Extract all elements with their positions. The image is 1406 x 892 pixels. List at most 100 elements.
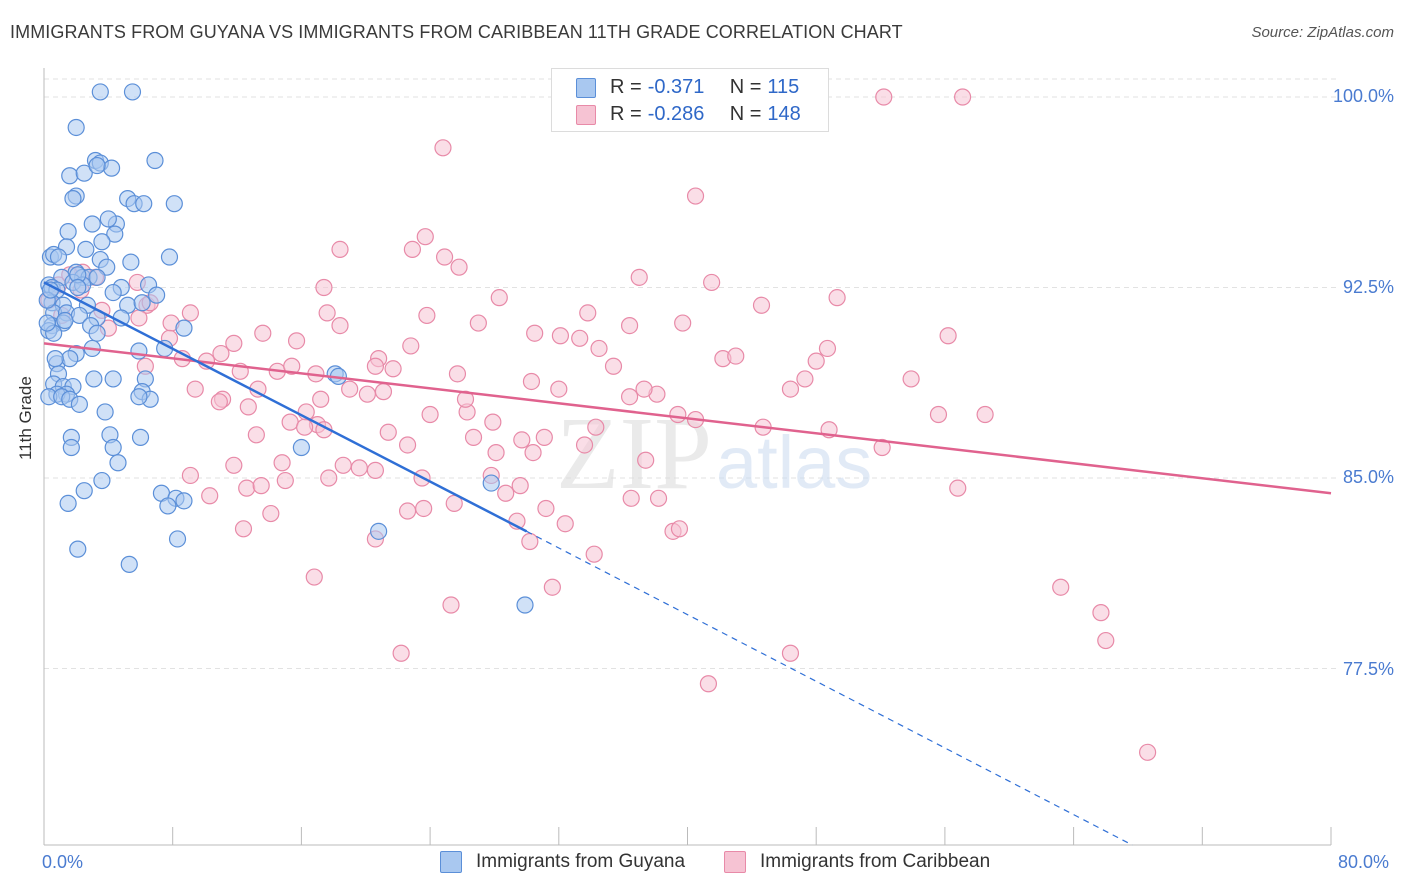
caribbean-point [469, 314, 487, 332]
axes [43, 68, 1332, 846]
caribbean-point [384, 360, 402, 378]
guyana-point [93, 233, 111, 251]
caribbean-point [818, 339, 837, 358]
caribbean-point [130, 309, 148, 327]
caribbean-point [398, 502, 417, 520]
guyana-point [56, 311, 74, 330]
caribbean-point [781, 380, 800, 398]
caribbean-n-value: 148 [767, 103, 801, 125]
caribbean-point [875, 88, 893, 106]
guyana-point [61, 350, 79, 368]
caribbean-point [620, 317, 639, 335]
guyana-point [91, 83, 109, 101]
guyana-point [38, 314, 56, 332]
caribbean-point [252, 477, 270, 495]
caribbean-point [674, 314, 692, 332]
guyana-point [102, 159, 121, 177]
caribbean-point [622, 489, 640, 507]
chart-title: IMMIGRANTS FROM GUYANA VS IMMIGRANTS FRO… [10, 22, 903, 42]
guyana-trend-extension [526, 530, 1133, 846]
caribbean-point [331, 240, 349, 258]
caribbean-point [239, 398, 257, 416]
guyana-point [131, 428, 150, 446]
caribbean-point [234, 520, 253, 538]
caribbean-point [902, 370, 920, 388]
guyana-point [62, 438, 80, 457]
caribbean-point [464, 428, 483, 446]
caribbean-point [416, 228, 434, 246]
guyana-point [482, 474, 500, 492]
caribbean-point [522, 372, 541, 391]
caribbean-point [550, 380, 568, 398]
caribbean-point [210, 393, 228, 411]
guyana-r-value: -0.371 [647, 76, 705, 98]
caribbean-point [435, 248, 454, 266]
caribbean-point [524, 444, 542, 462]
guyana-point [148, 286, 166, 304]
y-tick-100: 100.0% [1332, 86, 1394, 106]
caribbean-point [448, 365, 467, 383]
x-tick-max: 80.0% [1338, 852, 1390, 872]
caribbean-point [521, 532, 539, 551]
caribbean-point [398, 436, 417, 454]
guyana-point [104, 283, 122, 302]
caribbean-point [939, 327, 957, 345]
guyana-point [104, 370, 122, 388]
caribbean-point [556, 515, 574, 533]
caribbean-point [590, 339, 608, 358]
guyana-point [46, 350, 64, 368]
caribbean-legend-swatch [724, 851, 746, 873]
guyana-point [96, 403, 114, 421]
caribbean-point [415, 499, 433, 518]
guyana-point [49, 248, 68, 266]
y-tick-77-5: 77.5% [1342, 659, 1394, 679]
guyana-point [130, 342, 148, 360]
caribbean-point [334, 456, 352, 474]
guyana-points [38, 83, 534, 614]
caribbean-point [281, 413, 299, 431]
correlation-legend: R = -0.371 N = 115 R = -0.286 N = 148 [551, 68, 829, 132]
guyana-point [168, 530, 187, 548]
caribbean-point [579, 304, 597, 322]
caribbean-point [379, 423, 397, 441]
guyana-point [59, 494, 77, 512]
series-legend-caribbean: Immigrants from Caribbean [724, 851, 990, 873]
legend-row-guyana: R = -0.371 N = 115 [576, 76, 799, 99]
caribbean-swatch [576, 104, 596, 125]
guyana-point [77, 240, 95, 258]
guyana-point [104, 438, 122, 457]
guyana-legend-label: Immigrants from Guyana [476, 851, 686, 872]
caribbean-legend-label: Immigrants from Caribbean [760, 851, 991, 872]
guyana-point [70, 395, 88, 413]
guyana-point [88, 324, 106, 342]
watermark: ZIP atlas [556, 396, 872, 511]
series-legend-guyana: Immigrants from Guyana [440, 851, 685, 873]
caribbean-point [686, 187, 705, 205]
caribbean-point [537, 499, 555, 518]
caribbean-point [669, 405, 687, 424]
guyana-trend-line [43, 281, 528, 533]
caribbean-point [181, 466, 199, 485]
caribbean-point [366, 357, 385, 375]
guyana-point [292, 438, 310, 457]
caribbean-point [620, 388, 639, 406]
guyana-point [99, 210, 117, 228]
caribbean-point [273, 454, 291, 472]
guyana-point [160, 248, 179, 266]
caribbean-point [1097, 631, 1115, 650]
caribbean-point [296, 418, 314, 436]
caribbean-point [526, 324, 544, 342]
caribbean-point [630, 268, 648, 286]
guyana-point [75, 164, 93, 182]
caribbean-point [649, 489, 668, 507]
caribbean-point [551, 327, 570, 345]
x-tick-min: 0.0% [42, 852, 84, 872]
caribbean-point [315, 278, 333, 297]
legend-r-label: R = [610, 103, 642, 125]
watermark-atlas: atlas [716, 421, 872, 504]
guyana-point [123, 83, 142, 101]
caribbean-point [418, 306, 436, 325]
caribbean-point [212, 344, 230, 363]
caribbean-point [949, 479, 967, 497]
caribbean-point [374, 383, 393, 401]
